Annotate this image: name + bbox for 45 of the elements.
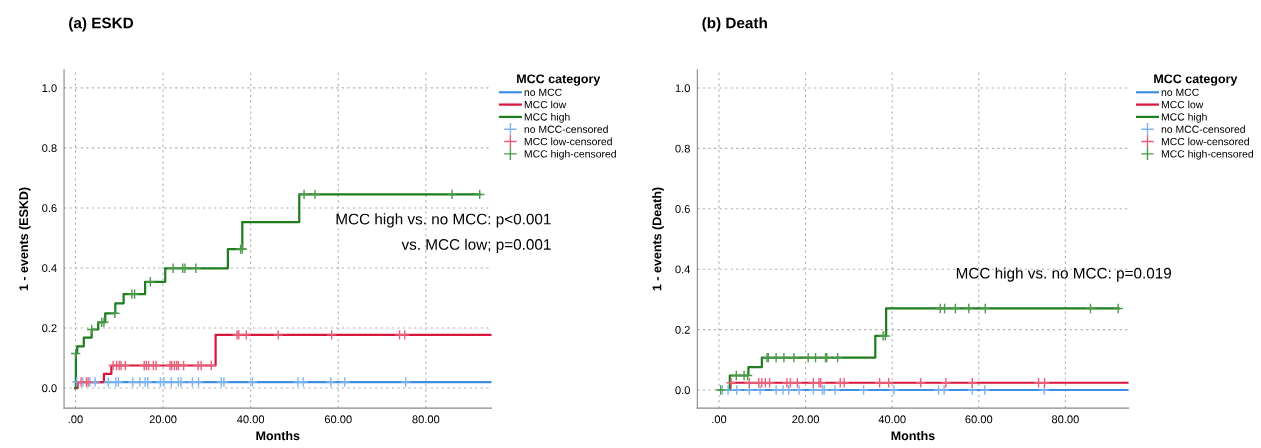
y-tick-label: 0.6 xyxy=(42,204,57,213)
legend-label: MCC high-censored xyxy=(524,149,616,160)
y-axis-title: 1 - events (ESKD) xyxy=(18,187,31,291)
y-tick-label: 0.4 xyxy=(42,264,57,273)
legend-label: no MCC xyxy=(1161,88,1199,97)
legend-label: MCC low-censored xyxy=(524,137,612,146)
y-tick-label: 0.4 xyxy=(675,265,691,274)
chart-title: (a) ESKD xyxy=(69,17,134,32)
y-tick-label: 0.6 xyxy=(675,205,690,213)
legend-label: no MCC-censored xyxy=(524,125,608,133)
y-tick-label: 0.8 xyxy=(42,144,57,153)
legend-label: MCC low-censored xyxy=(1161,137,1249,146)
legend-label: no MCC xyxy=(524,88,562,97)
x-tick-label: 20.00 xyxy=(792,415,820,424)
legend-title: MCC category xyxy=(517,74,601,86)
x-axis-title: Months xyxy=(256,430,300,441)
x-tick-label: .00 xyxy=(68,415,83,424)
x-tick-label: 40.00 xyxy=(237,415,265,424)
y-axis-title: 1 - events (Death) xyxy=(652,187,664,291)
annotation: MCC high vs. no MCC: p<0.001 xyxy=(336,213,551,228)
y-tick-label: 0.0 xyxy=(42,384,57,393)
y-tick-label: 0.2 xyxy=(675,325,690,334)
x-tick-label: 60.00 xyxy=(324,415,352,424)
y-tick-label: 0.8 xyxy=(675,144,690,153)
x-tick-label: 40.00 xyxy=(878,415,906,424)
legend-label: MCC high-censored xyxy=(1161,149,1253,160)
x-axis-title: Months xyxy=(891,430,935,441)
annotation: MCC high vs. no MCC: p=0.019 xyxy=(956,267,1172,282)
x-tick-label: .00 xyxy=(712,415,727,424)
x-tick-label: 80.00 xyxy=(1051,415,1079,424)
legend-label: MCC low xyxy=(524,100,567,109)
legend-title: MCC category xyxy=(1154,74,1238,86)
chart-title: (b) Death xyxy=(702,17,767,32)
annotation: vs. MCC low; p=0.001 xyxy=(401,238,551,253)
legend-label: MCC low xyxy=(1161,100,1204,109)
y-tick-label: 0.0 xyxy=(675,386,690,395)
legend-label: MCC high xyxy=(524,112,570,123)
x-tick-label: 80.00 xyxy=(412,415,440,424)
y-tick-label: 1.0 xyxy=(675,84,690,93)
x-tick-label: 20.00 xyxy=(149,415,177,424)
legend-label: MCC high xyxy=(1161,112,1207,123)
x-tick-label: 60.00 xyxy=(965,415,993,424)
y-tick-label: 1.0 xyxy=(42,84,57,93)
y-tick-label: 0.2 xyxy=(42,324,57,333)
legend-label: no MCC-censored xyxy=(1161,125,1245,133)
